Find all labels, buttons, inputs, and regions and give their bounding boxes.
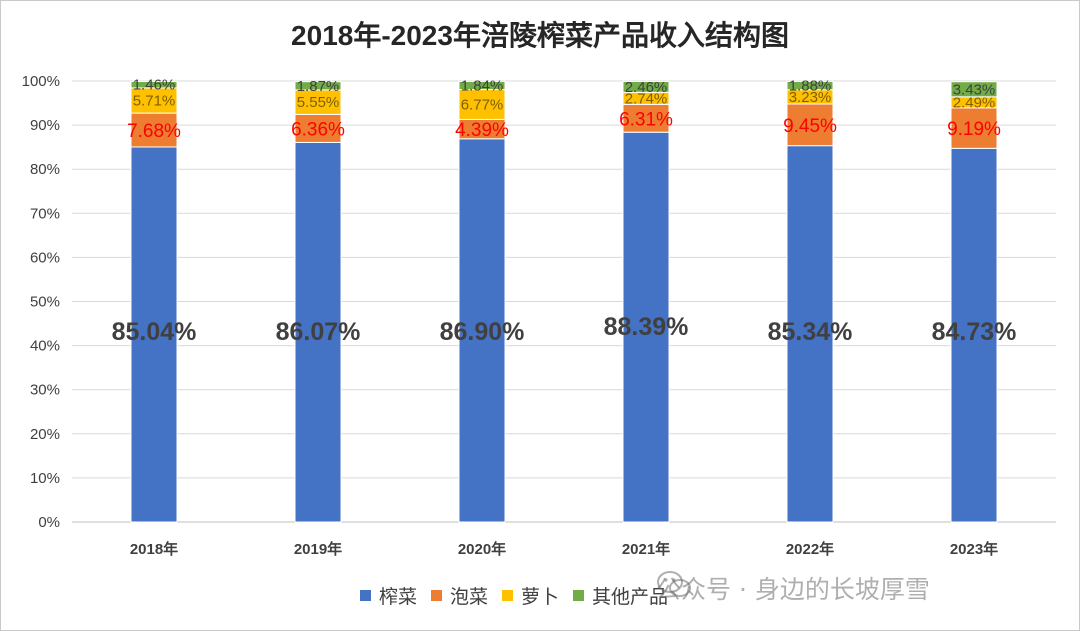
x-tick-label: 2018年 <box>130 540 178 558</box>
bar-segment <box>786 80 834 91</box>
data-label: 1.87% <box>297 78 340 95</box>
chart-title: 2018年-2023年涪陵榨菜产品收入结构图 <box>291 20 789 51</box>
data-label: 85.04% <box>112 318 197 346</box>
bar-segment <box>622 80 670 93</box>
y-tick-label: 50% <box>30 294 60 311</box>
y-tick-label: 100% <box>22 73 60 90</box>
data-label: 86.07% <box>276 318 361 346</box>
data-label: 2.49% <box>953 94 996 111</box>
data-label: 6.36% <box>291 119 345 140</box>
data-label: 86.90% <box>440 318 525 346</box>
data-label: 5.71% <box>133 93 176 110</box>
y-tick-label: 60% <box>30 249 60 266</box>
legend-label: 其他产品 <box>592 586 669 608</box>
data-label: 9.19% <box>947 119 1001 140</box>
y-tick-label: 70% <box>30 205 60 222</box>
x-tick-label: 2022年 <box>786 540 834 558</box>
bar-segment <box>950 81 998 98</box>
data-label: 5.55% <box>297 94 340 111</box>
bar-segment <box>786 145 834 523</box>
bar-segment <box>458 80 506 91</box>
legend-item-zhacai: 榨菜 <box>360 582 417 609</box>
data-label: 6.77% <box>461 96 504 113</box>
x-tick-label: 2021年 <box>622 540 670 558</box>
bar-segment <box>458 89 506 120</box>
legend-item-luobo: 萝卜 <box>502 582 559 609</box>
bar-segment <box>294 113 342 143</box>
legend-item-paocai: 泡菜 <box>431 582 488 609</box>
bar-segment <box>294 89 342 115</box>
y-tick-label: 10% <box>30 470 60 487</box>
data-label: 1.88% <box>789 78 832 95</box>
data-label: 4.39% <box>455 120 509 141</box>
bar-segment <box>458 138 506 523</box>
y-tick-label: 90% <box>30 117 60 134</box>
data-label: 6.31% <box>619 109 673 130</box>
data-label: 7.68% <box>127 121 181 142</box>
wechat-icon <box>657 571 691 597</box>
bar-segment <box>130 146 178 523</box>
legend-label: 萝卜 <box>521 586 560 608</box>
y-tick-label: 40% <box>30 338 60 355</box>
bar-segment <box>786 103 834 147</box>
y-tick-label: 30% <box>30 382 60 399</box>
x-tick-label: 2020年 <box>458 540 506 558</box>
data-label: 2.74% <box>625 90 668 107</box>
legend-swatch <box>502 590 514 601</box>
y-tick-label: 20% <box>30 426 60 443</box>
legend-swatch <box>360 590 371 601</box>
data-label: 85.34% <box>768 318 853 346</box>
legend-swatch <box>573 590 585 601</box>
watermark-text: 公众号 · 身边的长坡厚雪 <box>656 575 930 604</box>
x-tick-label: 2023年 <box>950 540 998 558</box>
legend-item-other: 其他产品 <box>573 582 668 609</box>
data-label: 3.23% <box>789 89 832 106</box>
data-label: 2.46% <box>625 79 668 96</box>
legend: 榨菜 泡菜 萝卜 其他产品 <box>360 582 668 609</box>
y-tick-label: 80% <box>30 161 60 178</box>
data-label: 9.45% <box>783 116 837 137</box>
data-label: 1.84% <box>461 77 504 94</box>
bar-segment <box>130 87 178 114</box>
bar-segment <box>294 81 342 91</box>
bar-segment <box>950 107 998 149</box>
bar-segment <box>130 80 178 89</box>
bar-segment <box>950 147 998 523</box>
x-tick-label: 2019年 <box>294 540 342 558</box>
data-label: 88.39% <box>604 313 689 341</box>
watermark: 公众号 · 身边的长坡厚雪 <box>656 570 930 606</box>
bar-segment <box>622 131 670 523</box>
y-tick-label: 0% <box>38 514 60 531</box>
bar-segment <box>130 112 178 148</box>
data-label: 3.43% <box>953 81 996 98</box>
data-label: 1.46% <box>133 77 176 94</box>
legend-swatch <box>431 590 443 601</box>
legend-label: 榨菜 <box>379 586 418 608</box>
data-label: 84.73% <box>932 318 1017 346</box>
legend-label: 泡菜 <box>450 586 489 608</box>
